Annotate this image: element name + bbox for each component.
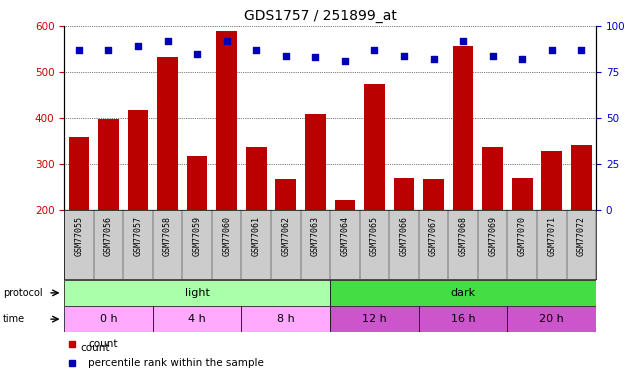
Text: dark: dark	[451, 288, 476, 298]
Text: GSM77065: GSM77065	[370, 216, 379, 255]
Text: 20 h: 20 h	[540, 314, 564, 324]
Point	[162, 38, 172, 44]
Text: 16 h: 16 h	[451, 314, 476, 324]
Text: GSM77058: GSM77058	[163, 216, 172, 255]
Text: 4 h: 4 h	[188, 314, 206, 324]
Text: GDS1757 / 251899_at: GDS1757 / 251899_at	[244, 9, 397, 23]
Text: protocol: protocol	[3, 288, 43, 298]
Bar	[128, 110, 148, 302]
Point	[133, 44, 143, 50]
Point	[399, 53, 409, 58]
Text: GSM77066: GSM77066	[399, 216, 408, 255]
Bar	[394, 178, 414, 302]
Bar	[453, 45, 474, 302]
Bar	[64, 280, 330, 306]
Bar	[508, 306, 596, 332]
Bar	[153, 306, 242, 332]
Point	[310, 54, 320, 60]
Point	[428, 56, 438, 62]
Text: GSM77060: GSM77060	[222, 216, 231, 255]
Bar	[335, 200, 355, 302]
Bar	[276, 179, 296, 302]
Text: GSM77072: GSM77072	[577, 216, 586, 255]
Bar	[423, 179, 444, 302]
Bar	[542, 151, 562, 302]
Bar	[216, 31, 237, 302]
Bar	[330, 306, 419, 332]
Text: GSM77059: GSM77059	[192, 216, 202, 255]
Text: GSM77069: GSM77069	[488, 216, 497, 255]
Bar	[157, 57, 178, 302]
Text: 12 h: 12 h	[362, 314, 387, 324]
Bar	[98, 119, 119, 302]
Point	[192, 51, 203, 57]
Bar	[64, 306, 153, 332]
Bar	[419, 306, 508, 332]
Text: GSM77063: GSM77063	[311, 216, 320, 255]
Text: time: time	[3, 314, 26, 324]
Text: GSM77070: GSM77070	[518, 216, 527, 255]
Bar	[242, 306, 330, 332]
Bar	[330, 280, 596, 306]
Text: 8 h: 8 h	[277, 314, 295, 324]
Point	[547, 47, 557, 53]
Bar	[246, 147, 267, 302]
Text: GSM77061: GSM77061	[252, 216, 261, 255]
Text: GSM77056: GSM77056	[104, 216, 113, 255]
Point	[488, 53, 498, 58]
Text: GSM77071: GSM77071	[547, 216, 556, 255]
Bar	[364, 84, 385, 302]
Bar	[571, 145, 592, 302]
Point	[458, 38, 468, 44]
Point	[576, 47, 587, 53]
Point	[369, 47, 379, 53]
Point	[281, 53, 291, 58]
Point	[340, 58, 350, 64]
Point	[103, 47, 113, 53]
Bar	[305, 114, 326, 302]
Point	[251, 47, 262, 53]
Bar	[512, 178, 533, 302]
Text: percentile rank within the sample: percentile rank within the sample	[88, 358, 264, 369]
Point	[222, 38, 232, 44]
Text: light: light	[185, 288, 210, 298]
Point	[517, 56, 528, 62]
Point	[74, 47, 84, 53]
Text: GSM77064: GSM77064	[340, 216, 349, 255]
Text: GSM77067: GSM77067	[429, 216, 438, 255]
Bar	[187, 156, 208, 302]
Bar	[482, 147, 503, 302]
Text: GSM77055: GSM77055	[74, 216, 83, 255]
Text: GSM77062: GSM77062	[281, 216, 290, 255]
Text: GSM77068: GSM77068	[458, 216, 468, 255]
Text: 0 h: 0 h	[99, 314, 117, 324]
Text: count: count	[80, 343, 110, 353]
Text: count: count	[88, 339, 117, 349]
Text: GSM77057: GSM77057	[133, 216, 142, 255]
Bar	[69, 137, 89, 302]
